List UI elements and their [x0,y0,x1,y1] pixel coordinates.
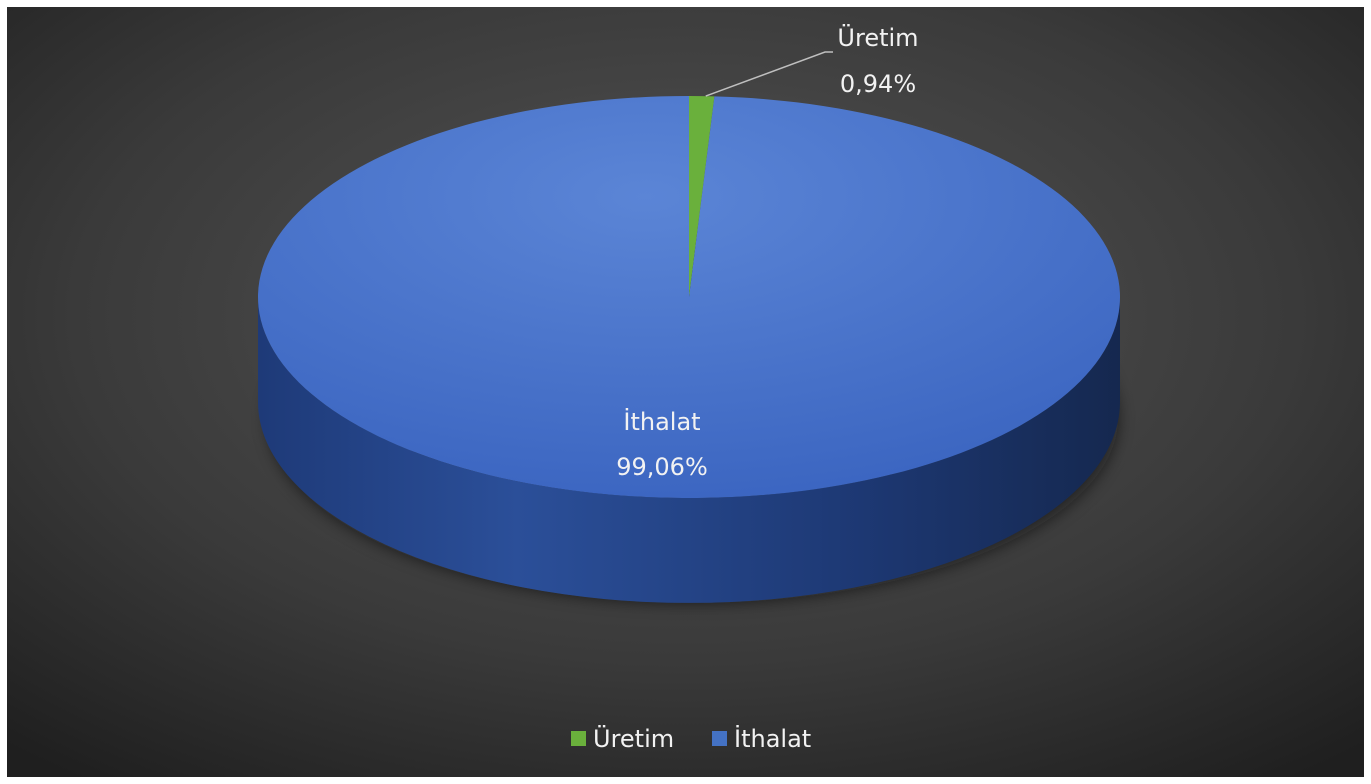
data-label-category-ithalat: İthalat [623,407,700,436]
legend-label-ithalat: İthalat [734,724,811,753]
pie-side-wall [258,297,1120,603]
data-label-value-ithalat: 99,06% [616,453,708,481]
pie-slice-uretim [689,96,715,297]
leader-line [705,51,833,97]
legend: Üretim İthalat [571,724,811,753]
legend-label-uretim: Üretim [593,724,674,753]
legend-swatch-ithalat [712,731,727,746]
legend-swatch-uretim [571,731,586,746]
pie-slices [258,96,1121,498]
data-label-value-uretim: 0,94% [840,70,916,98]
pie-slice-ithalat [258,96,1121,498]
data-label-category-uretim: Üretim [837,23,918,52]
